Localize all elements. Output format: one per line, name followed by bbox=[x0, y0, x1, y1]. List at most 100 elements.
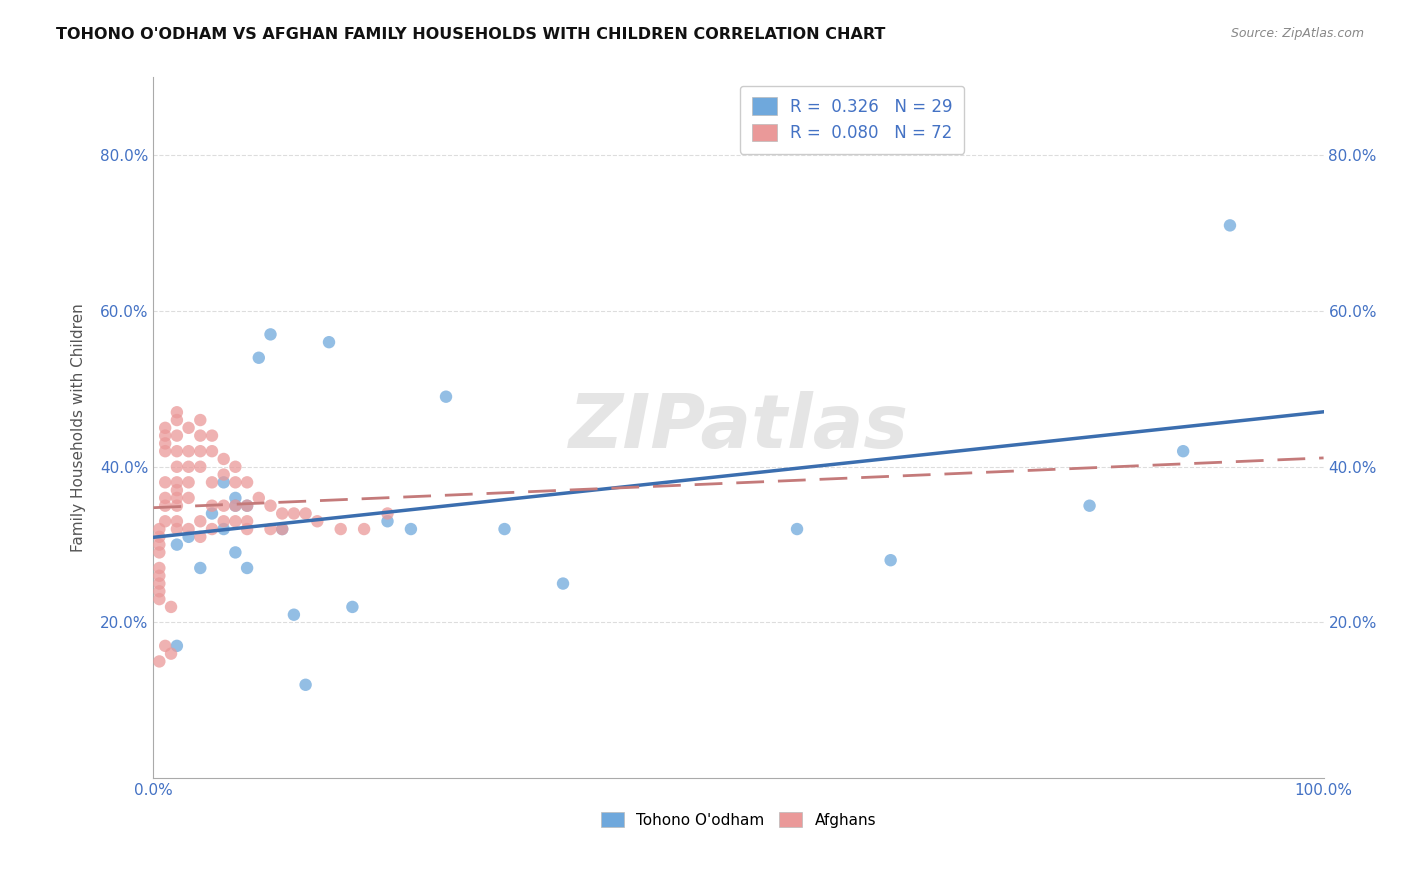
Point bbox=[201, 444, 224, 458]
Point bbox=[377, 514, 399, 528]
Point bbox=[166, 413, 188, 427]
Point bbox=[148, 655, 170, 669]
Point bbox=[212, 522, 235, 536]
Point bbox=[224, 499, 246, 513]
Point bbox=[201, 507, 224, 521]
Point bbox=[212, 499, 235, 513]
Point bbox=[1078, 499, 1101, 513]
Point bbox=[259, 522, 281, 536]
Point bbox=[212, 467, 235, 482]
Point bbox=[188, 514, 211, 528]
Point bbox=[201, 522, 224, 536]
Point bbox=[236, 514, 259, 528]
Point bbox=[188, 444, 211, 458]
Point bbox=[879, 553, 901, 567]
Point bbox=[236, 561, 259, 575]
Point bbox=[148, 561, 170, 575]
Point bbox=[177, 421, 200, 435]
Point bbox=[188, 459, 211, 474]
Text: ZIPatlas: ZIPatlas bbox=[568, 392, 908, 465]
Point bbox=[153, 428, 176, 442]
Point bbox=[786, 522, 808, 536]
Legend: Tohono O'odham, Afghans: Tohono O'odham, Afghans bbox=[595, 805, 883, 834]
Point bbox=[177, 444, 200, 458]
Point bbox=[236, 499, 259, 513]
Point bbox=[148, 522, 170, 536]
Point bbox=[283, 607, 305, 622]
Point bbox=[153, 491, 176, 505]
Point bbox=[148, 538, 170, 552]
Point bbox=[153, 475, 176, 490]
Point bbox=[153, 514, 176, 528]
Point bbox=[342, 599, 364, 614]
Point bbox=[259, 499, 281, 513]
Point bbox=[177, 475, 200, 490]
Point bbox=[166, 444, 188, 458]
Point bbox=[329, 522, 352, 536]
Point bbox=[166, 405, 188, 419]
Point bbox=[148, 584, 170, 599]
Point bbox=[212, 514, 235, 528]
Point bbox=[271, 522, 294, 536]
Point bbox=[153, 421, 176, 435]
Point bbox=[166, 459, 188, 474]
Point bbox=[434, 390, 457, 404]
Point bbox=[148, 545, 170, 559]
Point bbox=[353, 522, 375, 536]
Point bbox=[166, 538, 188, 552]
Point bbox=[201, 475, 224, 490]
Point bbox=[177, 530, 200, 544]
Point bbox=[212, 452, 235, 467]
Point bbox=[177, 491, 200, 505]
Y-axis label: Family Households with Children: Family Households with Children bbox=[72, 303, 86, 552]
Point bbox=[377, 507, 399, 521]
Point bbox=[153, 444, 176, 458]
Point bbox=[160, 647, 183, 661]
Point bbox=[166, 514, 188, 528]
Point bbox=[148, 576, 170, 591]
Point bbox=[271, 507, 294, 521]
Point bbox=[224, 514, 246, 528]
Point bbox=[148, 592, 170, 607]
Point bbox=[271, 522, 294, 536]
Point bbox=[236, 522, 259, 536]
Text: TOHONO O'ODHAM VS AFGHAN FAMILY HOUSEHOLDS WITH CHILDREN CORRELATION CHART: TOHONO O'ODHAM VS AFGHAN FAMILY HOUSEHOL… bbox=[56, 27, 886, 42]
Point bbox=[166, 483, 188, 497]
Point bbox=[212, 475, 235, 490]
Point bbox=[224, 545, 246, 559]
Point bbox=[177, 459, 200, 474]
Point bbox=[283, 507, 305, 521]
Point bbox=[307, 514, 329, 528]
Point bbox=[188, 530, 211, 544]
Point bbox=[224, 491, 246, 505]
Point bbox=[247, 491, 270, 505]
Point bbox=[318, 335, 340, 350]
Point bbox=[160, 599, 183, 614]
Point bbox=[166, 428, 188, 442]
Text: Source: ZipAtlas.com: Source: ZipAtlas.com bbox=[1230, 27, 1364, 40]
Point bbox=[153, 436, 176, 450]
Point bbox=[153, 499, 176, 513]
Point bbox=[201, 428, 224, 442]
Point bbox=[148, 568, 170, 582]
Point bbox=[201, 499, 224, 513]
Point bbox=[166, 639, 188, 653]
Point bbox=[188, 413, 211, 427]
Point bbox=[294, 507, 316, 521]
Point bbox=[153, 639, 176, 653]
Point bbox=[399, 522, 422, 536]
Point bbox=[236, 475, 259, 490]
Point bbox=[1219, 219, 1241, 233]
Point bbox=[177, 522, 200, 536]
Point bbox=[224, 499, 246, 513]
Point bbox=[551, 576, 574, 591]
Point bbox=[259, 327, 281, 342]
Point bbox=[224, 459, 246, 474]
Point bbox=[166, 522, 188, 536]
Point bbox=[166, 475, 188, 490]
Point bbox=[1173, 444, 1195, 458]
Point bbox=[166, 491, 188, 505]
Point bbox=[148, 530, 170, 544]
Point bbox=[236, 499, 259, 513]
Point bbox=[224, 475, 246, 490]
